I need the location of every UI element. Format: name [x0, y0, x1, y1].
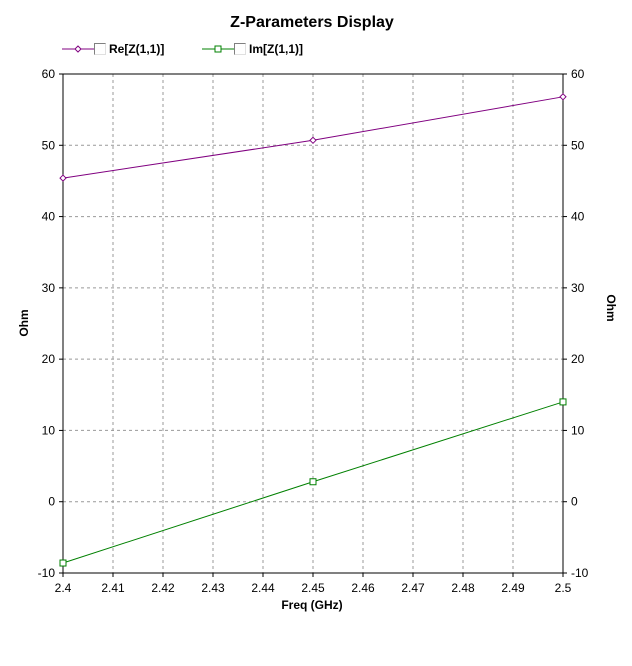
- legend-item-im[interactable]: Im[Z(1,1)]: [202, 42, 303, 56]
- y-tick-label-left: -10: [38, 566, 56, 580]
- y-tick-label-right: 40: [571, 210, 585, 224]
- y-tick-label-left: 10: [42, 423, 56, 437]
- y-tick-label-right: 20: [571, 352, 585, 366]
- x-tick-label: 2.47: [401, 581, 425, 595]
- data-point-re: [309, 136, 317, 145]
- y-tick-label-left: 60: [42, 67, 56, 81]
- x-tick-label: 2.48: [451, 581, 475, 595]
- y-tick-label-left: 0: [48, 495, 55, 509]
- y-tick-label-left: 20: [42, 352, 56, 366]
- y-tick-label-left: 50: [42, 138, 56, 152]
- data-point-re: [559, 93, 567, 101]
- y-tick-label-right: 30: [571, 281, 585, 295]
- legend-checkbox-im[interactable]: [234, 43, 246, 55]
- y-tick-label-right: 0: [571, 495, 578, 509]
- y-tick-label-right: 10: [571, 423, 585, 437]
- x-tick-label: 2.41: [101, 581, 125, 595]
- square-marker-icon: [202, 45, 234, 53]
- x-tick-label: 2.46: [351, 581, 375, 595]
- diamond-marker-icon: [62, 45, 94, 53]
- x-axis-label: Freq (GHz): [281, 598, 342, 612]
- y-tick-label-right: 50: [571, 138, 585, 152]
- x-tick-label: 2.4: [55, 581, 72, 595]
- data-point-re: [59, 174, 67, 182]
- legend-item-re[interactable]: Re[Z(1,1)]: [62, 42, 164, 56]
- legend-checkbox-re[interactable]: [94, 43, 106, 55]
- x-tick-label: 2.49: [501, 581, 525, 595]
- x-tick-label: 2.42: [151, 581, 175, 595]
- y-axis-label-left: Ohm: [17, 309, 31, 336]
- y-tick-label-right: -10: [571, 566, 589, 580]
- x-tick-label: 2.43: [201, 581, 225, 595]
- y-tick-label-right: 60: [571, 67, 585, 81]
- y-axis-label-right: Ohm: [604, 294, 618, 321]
- chart-title: Z-Parameters Display: [230, 14, 394, 31]
- data-point-im: [59, 559, 67, 567]
- legend-label-re: Re[Z(1,1)]: [109, 42, 165, 56]
- data-point-im: [559, 398, 567, 406]
- x-tick-label: 2.44: [251, 581, 275, 595]
- data-point-im: [309, 478, 317, 486]
- legend-label-im: Im[Z(1,1)]: [249, 42, 303, 56]
- x-tick-label: 2.45: [301, 581, 325, 595]
- y-tick-label-left: 30: [42, 281, 56, 295]
- x-tick-label: 2.5: [555, 581, 572, 595]
- y-tick-label-left: 40: [42, 210, 56, 224]
